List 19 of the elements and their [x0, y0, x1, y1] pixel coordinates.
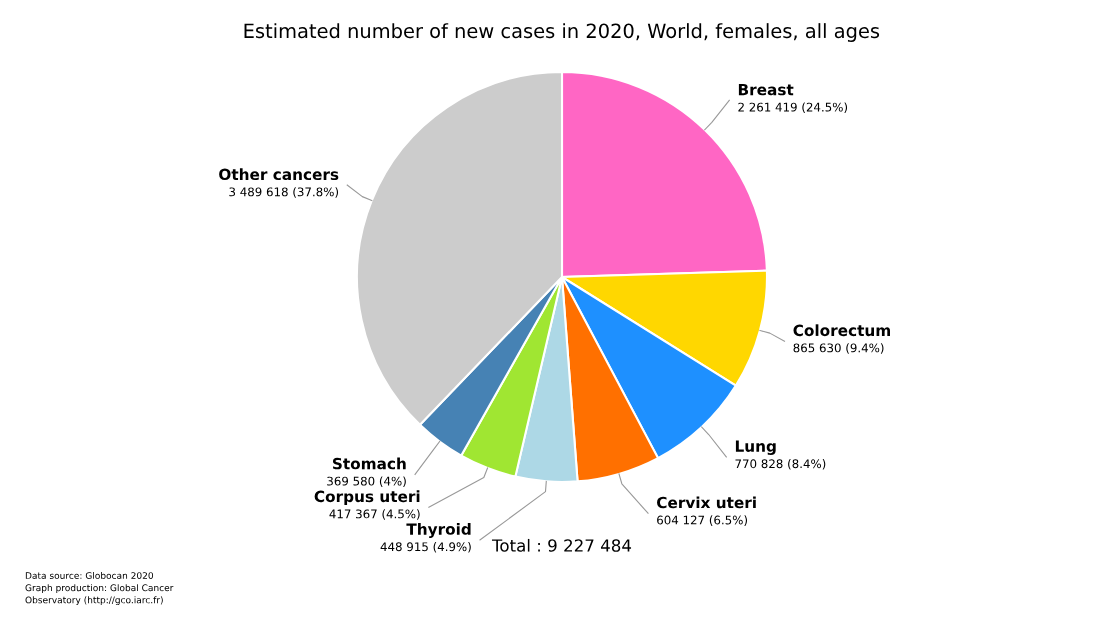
data-label: 604 127 (6.5%) — [657, 515, 748, 526]
data-label: 2 261 419 (24.5%) — [738, 102, 848, 113]
slice-label: Breast — [738, 84, 794, 96]
source-note: Data source: Globocan 2020 Graph production: Global Cancer Observatory (http://gco.iarc.fr) — [25, 572, 174, 606]
slice-label: Stomach — [332, 457, 406, 470]
text: Total : 9 227 484 — [491, 538, 632, 552]
slice-label: Colorectum — [793, 324, 890, 337]
slice-label: Thyroid — [406, 523, 471, 538]
data-label: 448 915 (4.9%) — [380, 542, 471, 553]
chart-title: Estimated number of new cases in 2020, World, females, all ages — [244, 23, 880, 42]
slice-label: Cervix uteri — [657, 496, 756, 509]
data-label: 770 828 (8.4%) — [735, 459, 826, 470]
data-label: 369 580 (4%) — [327, 476, 406, 487]
slice-label: Other cancers — [219, 168, 339, 181]
data-label: 3 489 618 (37.8%) — [229, 187, 339, 198]
data-label: 865 630 (9.4%) — [793, 343, 884, 354]
data-label: 417 367 (4.5%) — [329, 509, 420, 520]
slice-label: Lung — [735, 440, 776, 455]
slice-label: Corpus uteri — [314, 490, 420, 506]
